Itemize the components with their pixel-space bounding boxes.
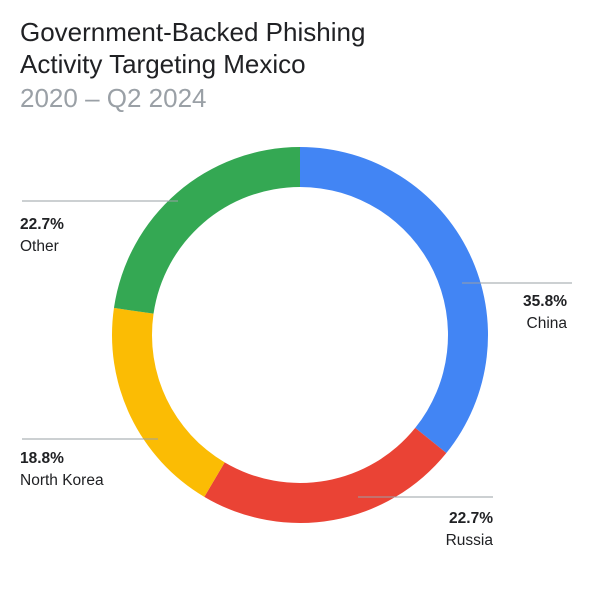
chart-subtitle: 2020 – Q2 2024: [20, 83, 207, 113]
data-label-north-korea-name: North Korea: [20, 472, 104, 489]
data-label-china-value: 35.8%: [523, 293, 567, 310]
chart-header: Government-Backed Phishing Activity Targ…: [20, 16, 580, 114]
data-label-other-value: 22.7%: [20, 216, 64, 233]
slice-china: [300, 147, 488, 454]
data-label-russia-value: 22.7%: [449, 510, 493, 527]
slice-russia: [204, 427, 447, 523]
chart-title-line-2: Activity Targeting Mexico: [20, 49, 306, 79]
data-label-china-name: China: [527, 315, 568, 332]
data-label-other-name: Other: [20, 238, 59, 255]
slice-other: [113, 147, 300, 314]
data-label-russia-name: Russia: [446, 532, 494, 549]
data-label-north-korea-value: 18.8%: [20, 450, 64, 467]
chart-title-line-1: Government-Backed Phishing: [20, 17, 366, 47]
slice-north-korea: [112, 307, 225, 497]
